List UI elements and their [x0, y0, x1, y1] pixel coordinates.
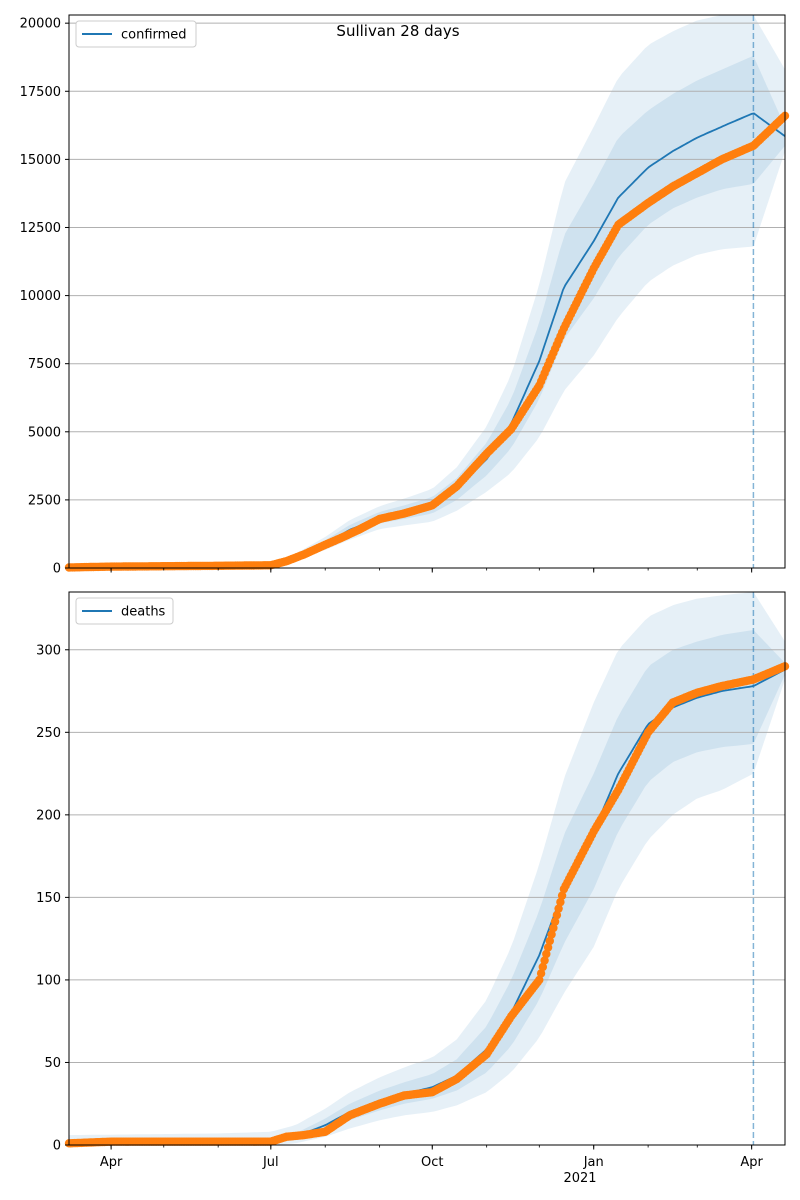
confirmed-ytick-label: 15000 — [20, 153, 61, 168]
confirmed-x-axis — [110, 568, 753, 573]
deaths-ytick-label: 50 — [44, 1056, 61, 1071]
deaths-observed-point — [557, 891, 567, 900]
confirmed-ytick-label: 17500 — [20, 85, 61, 100]
confirmed-ytick-label: 10000 — [20, 289, 61, 304]
deaths-ytick-label: 150 — [36, 891, 61, 906]
deaths-observed-point — [538, 962, 547, 972]
deaths-ytick-label: 0 — [53, 1139, 61, 1154]
confirmed-axes-frame — [68, 14, 786, 569]
confirmed-band-fit-inner — [69, 55, 754, 567]
deaths-legend-box — [75, 597, 174, 625]
confirmed-ytick-label: 0 — [53, 562, 61, 577]
confirmed-band-forecast-inner — [753, 55, 785, 184]
deaths-band-forecast-outer — [753, 592, 785, 774]
deaths-xtick-label: Jan — [583, 1155, 604, 1170]
confirmed-y-axis: 0 2500 5000 7500 10000 12500 15000 17500 20000 — [20, 17, 69, 577]
confirmed-gridlines — [69, 22, 785, 569]
confirmed-ytick-label: 2500 — [28, 493, 61, 508]
confirmed-legend-box — [75, 20, 197, 48]
deaths-observed-point — [535, 975, 544, 985]
deaths-x-axis: Apr Jul Oct Jan Apr — [100, 1145, 764, 1170]
confirmed-ytick-label: 12500 — [20, 221, 61, 236]
deaths-observed-point — [545, 936, 554, 946]
confirmed-ytick-label: 7500 — [28, 357, 61, 372]
deaths-axes-frame — [68, 591, 786, 1146]
deaths-observed-point — [543, 943, 553, 952]
deaths-observed-point — [547, 930, 556, 939]
x-year-label: 2021 — [563, 1171, 596, 1186]
deaths-observed-point — [540, 956, 549, 965]
chart-title: Sullivan 28 days — [336, 22, 459, 40]
deaths-band-fit-inner — [69, 630, 754, 1144]
deaths-xtick-label: Jul — [262, 1155, 279, 1170]
confirmed-panel: 0 2500 5000 7500 10000 12500 15000 17500 20000 c… — [20, 14, 790, 577]
deaths-ytick-label: 100 — [36, 973, 61, 988]
deaths-observed-point — [556, 897, 565, 907]
deaths-observed-point — [542, 949, 551, 959]
deaths-panel: 0 50 100 150 200 250 300 Apr Jul Oct Jan Apr death… — [36, 591, 790, 1186]
deaths-y-axis: 0 50 100 150 200 250 300 — [36, 643, 69, 1154]
deaths-band-forecast-inner — [753, 630, 785, 744]
deaths-legend: deaths — [75, 597, 174, 625]
confirmed-legend-label: confirmed — [121, 28, 187, 43]
deaths-observed-point — [549, 923, 558, 933]
deaths-ytick-label: 300 — [36, 643, 61, 658]
deaths-observed-points — [64, 662, 790, 1148]
deaths-ytick-label: 200 — [36, 808, 61, 823]
deaths-legend-label: deaths — [121, 605, 166, 620]
deaths-band-fit-outer — [69, 592, 754, 1145]
deaths-xtick-label: Apr — [100, 1155, 123, 1170]
confirmed-band-fit-outer — [69, 15, 754, 567]
deaths-observed-point — [552, 910, 562, 920]
deaths-observed-point — [550, 917, 560, 926]
confirmed-legend: confirmed — [75, 20, 197, 48]
confirmed-ytick-label: 5000 — [28, 425, 61, 440]
deaths-observed-point — [554, 904, 563, 913]
deaths-ytick-label: 250 — [36, 726, 61, 741]
deaths-observed-point — [536, 969, 546, 978]
deaths-xtick-label: Apr — [740, 1155, 763, 1170]
confirmed-ytick-label: 20000 — [20, 17, 61, 32]
deaths-uncertainty-bands — [69, 592, 785, 1145]
deaths-xtick-label: Oct — [421, 1155, 443, 1170]
